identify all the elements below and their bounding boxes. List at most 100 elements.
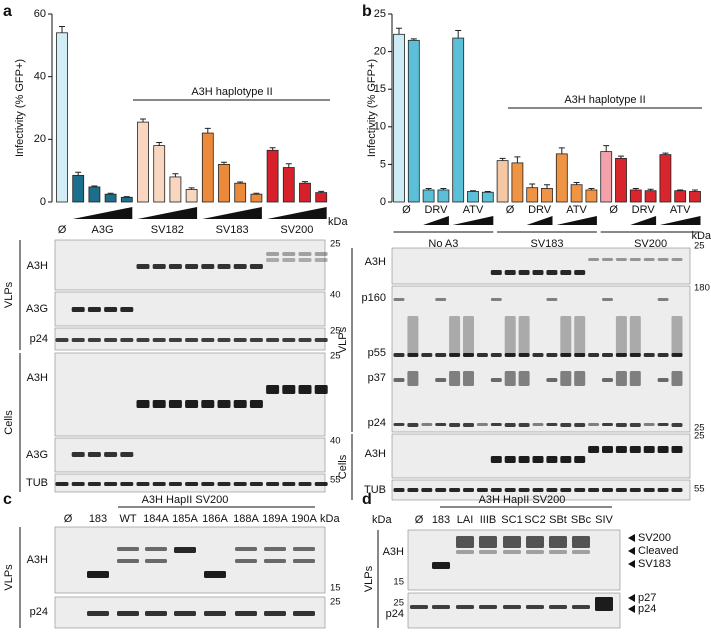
blot-band [518,316,530,356]
blot-band [449,488,461,492]
lane-label: SIV [595,514,613,526]
lane-label: 185A [172,513,198,525]
blot-band [602,423,613,426]
subgroup-label: Ø [402,204,411,216]
lane-label: SC1 [501,514,522,526]
error-bar [396,27,402,35]
error-bar [603,145,610,152]
blot-band [476,488,488,492]
y-tick-label: 10 [374,121,386,133]
blot-band [560,371,572,386]
blot-band [572,536,590,548]
blot-band [549,550,567,554]
blot-band [657,378,669,382]
kda-marker: 55 [330,475,341,486]
blot-band [546,456,558,463]
blot-band [546,270,558,275]
group-label: A3G [91,224,113,236]
blot-band [432,605,450,609]
blot-band [546,488,558,492]
blot-band [117,559,139,563]
bar [104,193,117,203]
blot-band [249,338,263,342]
dose-wedge [72,207,133,219]
blot-band [449,371,461,386]
blot-band [120,482,134,486]
blot-band [504,456,516,463]
blot-band [449,423,461,427]
section-label: Cells [3,410,15,435]
bar [266,149,279,203]
blot-band [657,446,669,453]
blot-band [479,605,497,609]
bar [496,160,509,203]
lane-label: 188A [233,513,259,525]
bar [250,193,263,203]
blot-band [615,423,627,427]
blot-band [463,488,474,492]
panel-label: c [3,491,12,508]
error-bar [285,163,292,168]
bar [689,191,701,203]
bar [56,32,68,203]
blot-band [572,605,590,609]
blot-band [293,559,315,563]
bar [299,182,311,203]
row-label: A3G [26,303,48,315]
bar [585,189,598,203]
error-bar [253,192,260,195]
bar [218,163,230,203]
blot-band [588,353,600,357]
subgroup-label: ATV [670,204,691,216]
blot-band [643,446,655,453]
blot [54,352,326,437]
error-bar [514,156,521,163]
row-label: A3H [365,448,386,460]
blot-band [657,298,669,301]
blot-band [217,264,231,269]
blot-band [643,353,655,357]
blot-band [435,423,447,426]
bar [674,190,687,203]
y-tick-label: 0 [380,196,386,208]
lane-label: 184A [143,513,169,525]
group-label: SV200 [634,238,667,250]
section-label: VLPs [3,564,15,591]
blot-band [518,488,530,492]
lane-label: LAI [457,514,474,526]
blot-band [532,423,544,426]
blot-band [136,264,150,269]
error-bar [440,187,447,190]
blot-band [266,258,280,262]
blot-band [588,258,600,261]
dose-wedge [556,216,597,225]
blot-band [407,371,419,386]
error-bar [410,38,417,41]
dose-wedge [630,216,657,225]
blot-band [87,307,101,312]
blot-band [456,536,474,548]
blot-band [71,338,85,342]
row-label: p24 [30,333,48,345]
group-label: SV200 [280,224,313,236]
blot-band [152,264,166,269]
blot-band [476,353,488,357]
panel-label: b [362,3,372,20]
blot-band [71,307,85,312]
blot-band [185,482,199,486]
blot-band [314,385,328,394]
bar [600,151,613,203]
lane-label: Ø [415,514,424,526]
blot-band [643,488,655,492]
blot-band [602,378,613,382]
blot-band [136,482,150,486]
subgroup-label: DRV [632,204,656,216]
row-label: p37 [368,372,386,384]
bar [315,192,328,203]
band-label: p24 [638,603,656,615]
bar [570,184,583,203]
blot-band [595,597,613,611]
blot-band [168,264,182,269]
annotation: A3H haplotype II [564,94,645,106]
blot-band [421,353,433,357]
